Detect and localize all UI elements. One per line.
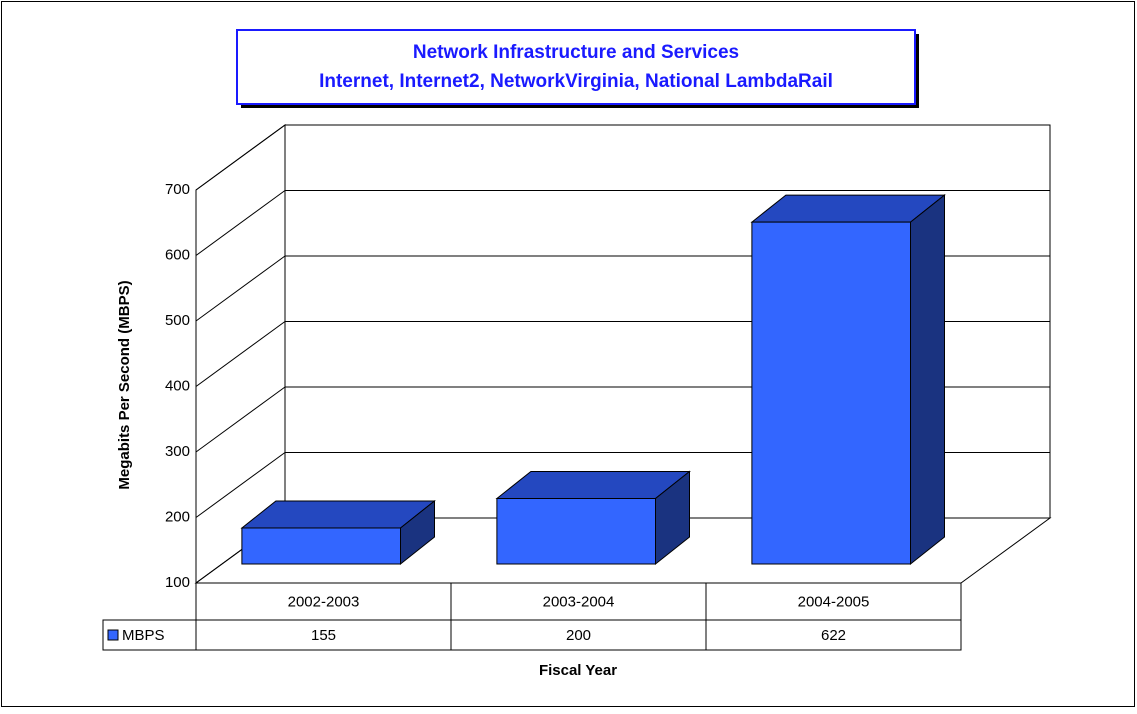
x-tick-label: 2003-2004 [543,593,615,610]
x-tick-label: 2004-2005 [798,593,870,610]
grid-line [195,321,286,387]
table-value: 155 [311,627,336,644]
legend-label: MBPS [122,627,165,644]
bar [496,498,657,565]
y-tick-label: 200 [165,508,190,525]
plot-area: 100 200 300 400 500 600 700 2002-2003 155 2003-20… [102,124,1052,651]
y-tick-label: 700 [165,181,190,198]
grid-line [195,255,286,322]
bar-side [910,194,945,566]
y-tick-label: 600 [165,246,190,263]
table-value: 622 [821,627,846,644]
chart-title: Internet, Internet2, NetworkVirginia, Na… [319,71,833,92]
y-tick-label: 100 [165,574,190,591]
bar [241,527,401,565]
y-tick-label: 300 [165,443,190,460]
y-axis-label: Megabits Per Second (MBPS) [116,280,133,489]
grid-line [195,386,286,453]
y-tick-label: 500 [165,312,190,329]
x-axis-label: Fiscal Year [539,662,617,679]
table-value: 200 [566,627,591,644]
grid-line [195,452,286,518]
bar [751,221,912,565]
grid-line [195,124,286,191]
x-tick-label: 2002-2003 [288,593,360,610]
legend-swatch [107,629,119,641]
grid-line [195,190,286,256]
chart-title: Network Infrastructure and Services [413,42,739,63]
y-tick-label: 400 [165,377,190,394]
title-box [236,29,916,105]
